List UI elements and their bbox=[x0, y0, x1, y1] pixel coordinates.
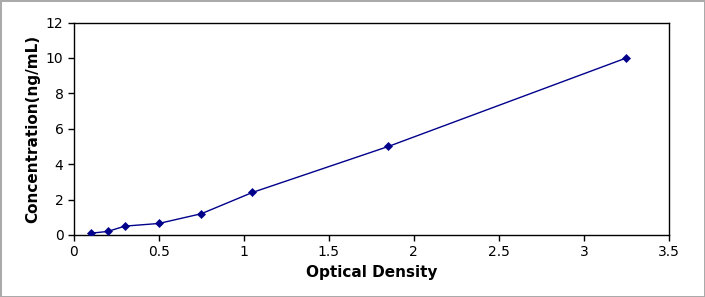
Y-axis label: Concentration(ng/mL): Concentration(ng/mL) bbox=[25, 35, 40, 223]
X-axis label: Optical Density: Optical Density bbox=[305, 265, 437, 280]
